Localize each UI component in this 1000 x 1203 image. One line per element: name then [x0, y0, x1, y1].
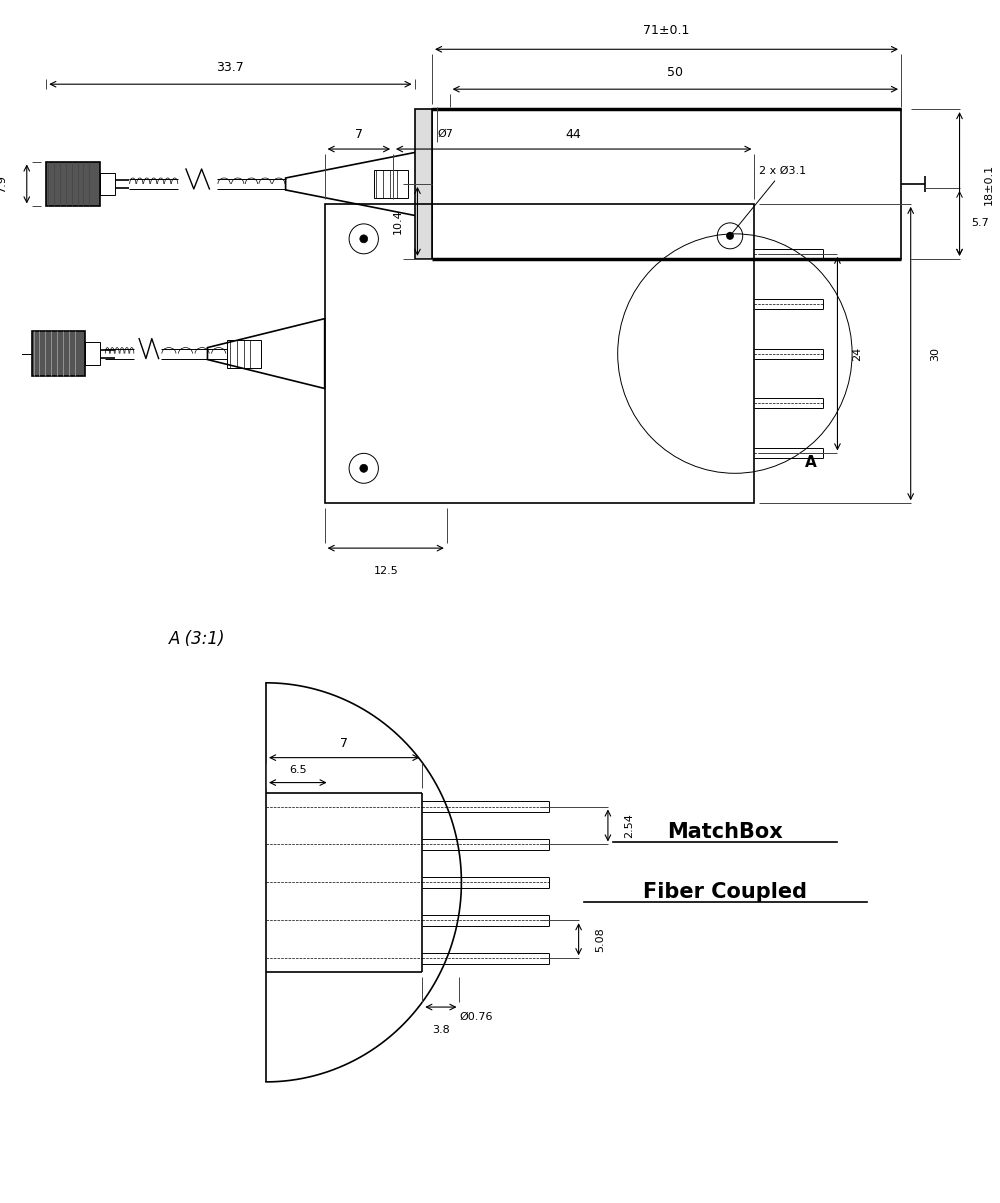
Text: 18±0.1: 18±0.1: [984, 164, 994, 205]
Text: 24: 24: [852, 346, 862, 361]
Text: A: A: [805, 456, 817, 470]
Text: Ø7: Ø7: [437, 129, 453, 140]
Text: Ø0.76: Ø0.76: [459, 1012, 493, 1023]
Text: 5.7: 5.7: [971, 219, 989, 229]
Text: 50: 50: [667, 66, 683, 79]
Text: 6.5: 6.5: [289, 765, 307, 775]
Bar: [85, 343, 100, 365]
Bar: [32, 331, 85, 377]
Bar: [46, 161, 100, 207]
Bar: [415, 109, 432, 259]
Text: 12.5: 12.5: [373, 567, 398, 576]
Circle shape: [360, 235, 368, 243]
Bar: [325, 205, 754, 503]
Text: A (3:1): A (3:1): [168, 630, 225, 648]
Text: 2 x Ø3.1: 2 x Ø3.1: [732, 166, 806, 233]
Text: 33.7: 33.7: [217, 61, 244, 75]
Bar: [227, 339, 261, 368]
Text: 2.54: 2.54: [624, 813, 634, 838]
Text: Fiber Coupled: Fiber Coupled: [643, 882, 807, 902]
Text: 30: 30: [930, 346, 940, 361]
Circle shape: [360, 464, 368, 473]
Text: 5.08: 5.08: [595, 926, 605, 952]
Text: 7.9: 7.9: [0, 174, 7, 192]
Text: 3.8: 3.8: [432, 1025, 450, 1035]
Bar: [374, 170, 408, 198]
Text: 7: 7: [355, 128, 363, 141]
Text: 10.4: 10.4: [393, 209, 403, 233]
Text: 44: 44: [566, 128, 582, 141]
Bar: [432, 109, 901, 259]
Text: 71±0.1: 71±0.1: [643, 24, 690, 37]
Text: MatchBox: MatchBox: [667, 823, 783, 842]
Circle shape: [726, 232, 734, 239]
Bar: [100, 173, 115, 195]
Text: 7: 7: [340, 736, 348, 749]
